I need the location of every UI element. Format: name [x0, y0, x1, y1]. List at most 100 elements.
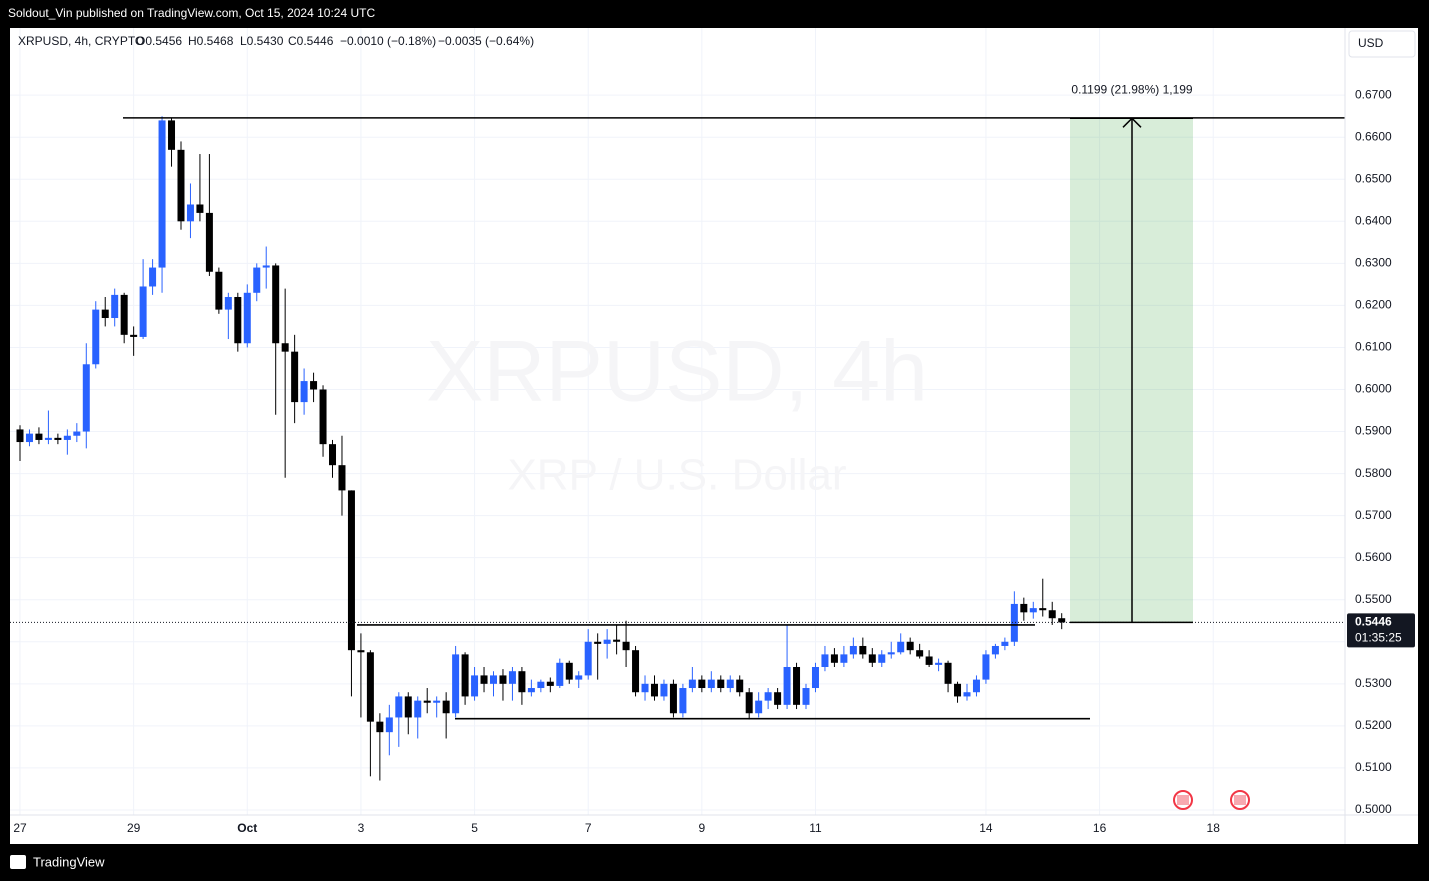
- candle-body: [120, 294, 128, 335]
- y-tick-label: 0.5900: [1355, 424, 1392, 438]
- legend-symbol: XRPUSD, 4h, CRYPTO: [18, 34, 144, 48]
- candle-body: [830, 654, 838, 663]
- candle-body: [490, 675, 497, 684]
- candle-body: [518, 671, 526, 693]
- candle-body: [707, 679, 715, 689]
- y-tick-label: 0.5700: [1355, 508, 1392, 522]
- currency-label: USD: [1358, 36, 1384, 50]
- candle-body: [859, 645, 867, 655]
- candle-body: [594, 641, 602, 644]
- y-tick-label: 0.5000: [1355, 802, 1392, 816]
- candle-body: [224, 296, 232, 310]
- candle-body: [878, 654, 886, 663]
- last-price-tag: [1347, 613, 1415, 648]
- candle-body: [1010, 603, 1018, 642]
- candle-body: [215, 271, 223, 310]
- y-tick-label: 0.6200: [1355, 298, 1392, 312]
- candle-body: [935, 662, 943, 665]
- plot: 0.1199 (21.98%) 1,199: [10, 82, 1345, 781]
- candle-body: [357, 650, 365, 653]
- x-tick-label: 14: [979, 821, 993, 835]
- candle-body: [669, 683, 677, 714]
- y-tick-label: 0.5500: [1355, 592, 1392, 606]
- y-tick-label: 0.6100: [1355, 340, 1392, 354]
- candle-body: [499, 675, 507, 684]
- candle-body: [205, 212, 213, 272]
- candle-body: [774, 692, 782, 705]
- candle-body: [300, 381, 308, 403]
- measure-arrowhead: [1122, 117, 1142, 128]
- watermark-title: XRPUSD, 4h: [426, 324, 928, 420]
- y-tick-label: 0.5100: [1355, 760, 1392, 774]
- publisher-text: Soldout_Vin published on TradingView.com…: [8, 6, 375, 20]
- x-tick-label: 16: [1093, 821, 1107, 835]
- candle-body: [575, 675, 583, 680]
- candle-body: [527, 688, 535, 693]
- candle-body: [717, 679, 725, 689]
- candle-body: [433, 700, 441, 703]
- candle-body: [764, 692, 772, 701]
- candle-body: [452, 654, 460, 714]
- y-tick-label: 0.6300: [1355, 256, 1392, 270]
- candle-body: [310, 381, 318, 390]
- candle-body: [887, 652, 895, 655]
- candle-body: [385, 717, 393, 733]
- candle-body: [404, 696, 412, 718]
- y-tick-label: 0.6600: [1355, 129, 1392, 143]
- candle-body: [130, 334, 138, 337]
- legend-low: L0.5430: [240, 34, 284, 48]
- candle-body: [736, 679, 744, 693]
- candle-body: [376, 721, 384, 733]
- candle-body: [603, 639, 611, 644]
- y-tick-label: 0.6700: [1355, 87, 1392, 101]
- candle-body: [54, 437, 62, 440]
- candle-body: [272, 265, 280, 344]
- currency-button[interactable]: [1348, 30, 1416, 58]
- candle-body: [1039, 608, 1047, 611]
- y-tick-label: 0.6500: [1355, 171, 1392, 185]
- chart-background: [10, 28, 1418, 844]
- axes: 0.50000.51000.52000.53000.54000.55000.56…: [13, 87, 1415, 835]
- legend-high: H0.5468: [188, 34, 234, 48]
- candle-body: [101, 309, 109, 319]
- x-tick-label: 11: [809, 821, 822, 835]
- candle-body: [149, 267, 157, 287]
- footer-text: TradingView: [33, 854, 105, 869]
- candle-body: [347, 490, 355, 651]
- candle-body: [679, 688, 687, 714]
- measure-label: 0.1199 (21.98%) 1,199: [1071, 82, 1193, 96]
- last-price-label: 0.5446: [1355, 615, 1392, 629]
- logo: [10, 855, 26, 869]
- legend-close: C0.5446: [288, 34, 334, 48]
- x-tick-label: 27: [13, 821, 27, 835]
- x-tick-label: 29: [127, 821, 141, 835]
- candle-body: [1001, 641, 1009, 646]
- candle-body: [508, 671, 516, 684]
- candle-body: [291, 351, 299, 403]
- candle-body: [660, 683, 668, 697]
- candle-body: [414, 700, 422, 718]
- candle-body: [1029, 608, 1037, 613]
- candle-body: [139, 286, 147, 337]
- candle-body: [471, 675, 479, 697]
- legend-change-2: −0.0035 (−0.64%): [438, 34, 534, 48]
- candle-body: [423, 700, 431, 703]
- watermark-subtitle: XRP / U.S. Dollar: [507, 451, 846, 500]
- candle-body: [556, 662, 564, 686]
- candle-body: [991, 645, 999, 655]
- candle-body: [565, 662, 573, 680]
- candle-body: [1020, 603, 1028, 613]
- candle-body: [811, 666, 819, 689]
- candle-body: [338, 465, 346, 491]
- candle-body: [319, 389, 327, 445]
- candle-body: [82, 364, 90, 432]
- candle-body: [745, 692, 753, 714]
- x-tick-label: 5: [471, 821, 478, 835]
- x-tick-label: 3: [358, 821, 365, 835]
- y-tick-label: 0.5300: [1355, 676, 1392, 690]
- candle-body: [158, 120, 166, 268]
- candle-body: [632, 650, 640, 693]
- candle-body: [234, 296, 242, 344]
- candle-body: [329, 444, 337, 466]
